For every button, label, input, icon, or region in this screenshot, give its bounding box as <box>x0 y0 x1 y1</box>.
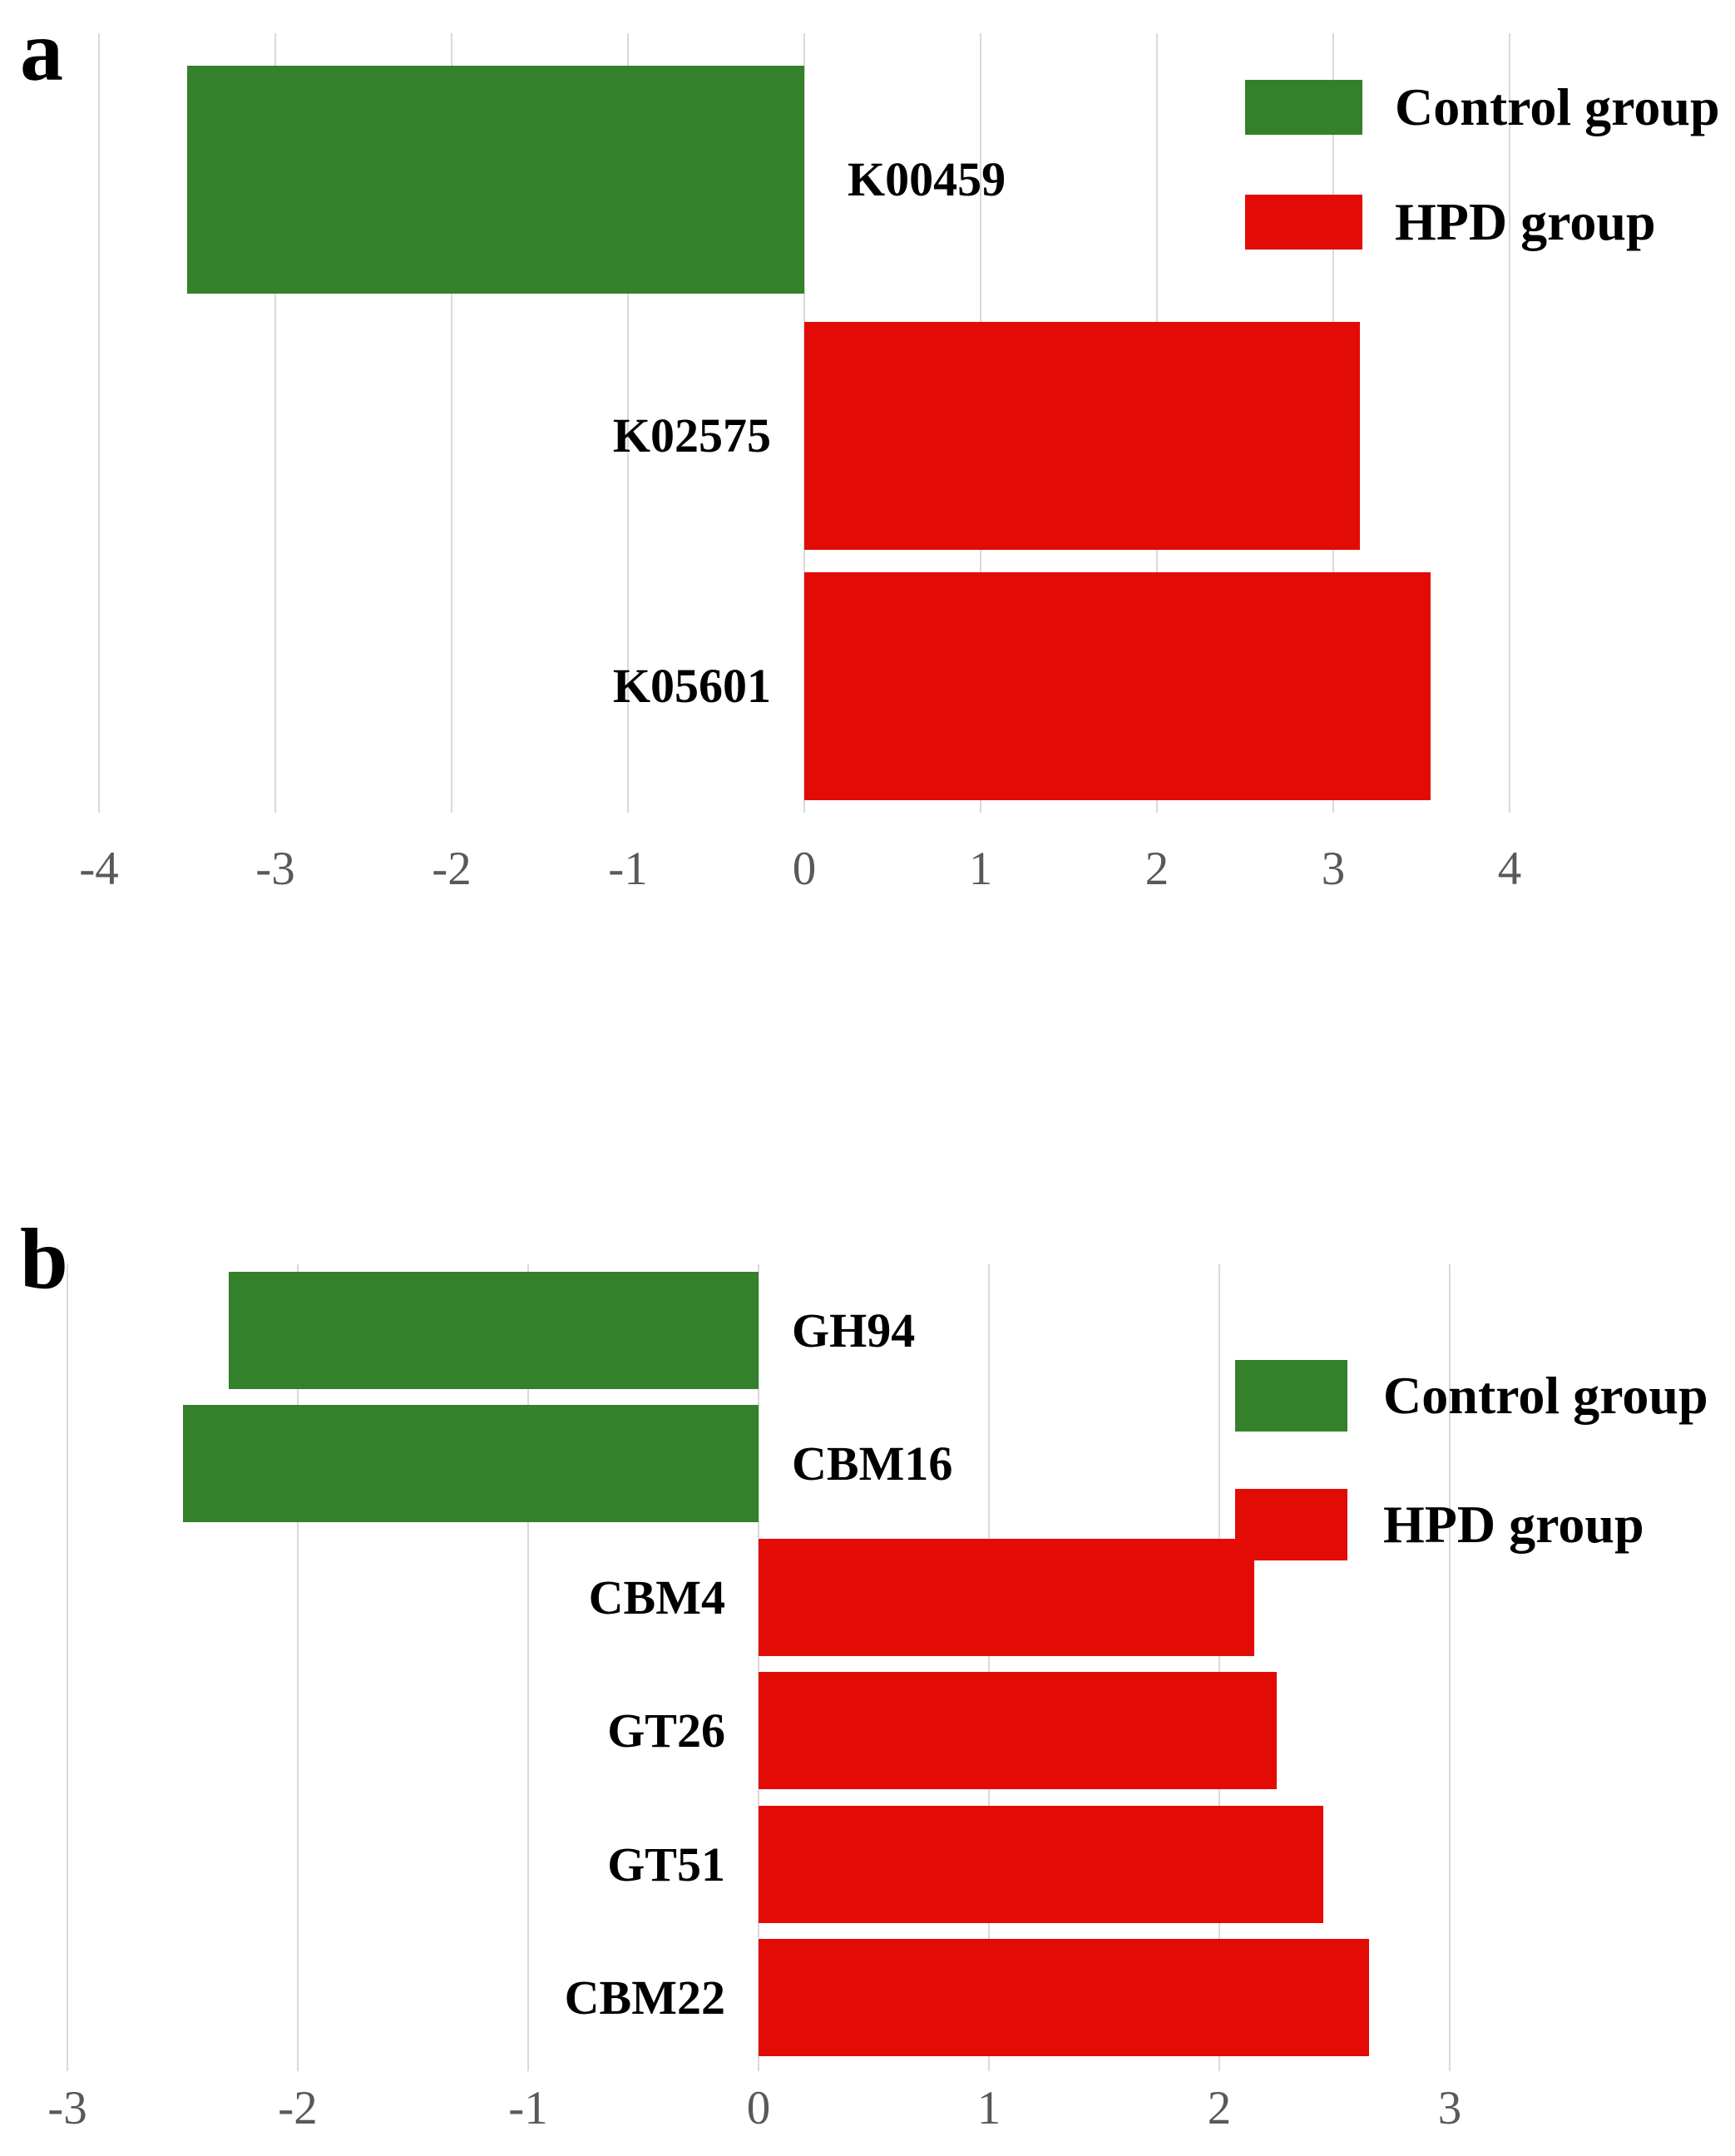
x-axis-tick-label: 0 <box>792 843 817 895</box>
bar-label-gt51: GT51 <box>607 1837 725 1891</box>
bar-k00459 <box>187 66 804 294</box>
x-axis-tick-label: 3 <box>1321 843 1346 895</box>
bar-label-cbm22: CBM22 <box>564 1970 725 2025</box>
bar-label-cbm4: CBM4 <box>588 1570 725 1624</box>
control-group-swatch-icon <box>1235 1360 1347 1432</box>
legend-item-hpd: HPD group <box>1235 1489 1708 1560</box>
x-axis-tick-label: 1 <box>968 843 993 895</box>
bar-label-cbm16: CBM16 <box>792 1436 953 1491</box>
legend-item-control: Control group <box>1235 1360 1708 1432</box>
panel-b-plot-area: GH94 CBM16 CBM4 GT26 GT51 CBM22 -3 -2 -1 0 1 2 3 <box>47 1264 1461 2134</box>
x-axis-tick-label: -1 <box>608 843 648 895</box>
hpd-group-swatch-icon <box>1245 195 1362 250</box>
gridline <box>1218 1264 1220 2071</box>
gridline <box>274 33 276 813</box>
panel-b-legend: Control group HPD group <box>1235 1360 1708 1618</box>
bar-label-k05601: K05601 <box>612 659 771 713</box>
control-group-legend-label: Control group <box>1383 1366 1708 1425</box>
bar-label-k02575: K02575 <box>612 408 771 462</box>
x-axis-tick-label: 3 <box>1437 2082 1462 2134</box>
x-axis-tick-label: -3 <box>47 2082 87 2134</box>
gridline <box>988 1264 990 2071</box>
gridline <box>297 1264 299 2071</box>
x-axis-tick-label: -3 <box>255 843 295 895</box>
x-axis-tick-label: 2 <box>1144 843 1169 895</box>
bar-gt51 <box>759 1806 1323 1923</box>
panel-a-plot-area: K00459 K02575 K05601 -4 -3 -2 -1 0 1 2 3 4 <box>79 33 1521 894</box>
bar-label-k00459: K00459 <box>848 152 1006 206</box>
bar-k02575 <box>804 322 1360 550</box>
bar-label-gh94: GH94 <box>792 1303 916 1357</box>
x-axis-tick-label: -4 <box>79 843 119 895</box>
legend-item-control: Control group <box>1245 77 1720 138</box>
bar-cbm22 <box>759 1939 1370 2056</box>
legend-item-hpd: HPD group <box>1245 191 1720 253</box>
x-axis-tick-label: 1 <box>976 2082 1001 2134</box>
x-axis-tick-label: -2 <box>432 843 472 895</box>
bar-k05601 <box>804 572 1431 800</box>
bar-cbm4 <box>759 1539 1254 1656</box>
hpd-group-legend-label: HPD group <box>1383 1495 1644 1554</box>
panel-b-letter: b <box>20 1211 68 1307</box>
bar-gt26 <box>759 1672 1278 1789</box>
gridline <box>98 33 100 813</box>
x-axis-tick-label: -1 <box>508 2082 548 2134</box>
gridline <box>758 1264 759 2071</box>
gridline <box>527 1264 529 2071</box>
bar-cbm16 <box>182 1405 759 1522</box>
control-group-legend-label: Control group <box>1395 77 1720 136</box>
bar-gh94 <box>228 1272 759 1389</box>
x-axis-tick-label: 2 <box>1207 2082 1232 2134</box>
gridline <box>67 1264 68 2071</box>
hpd-group-swatch-icon <box>1235 1489 1347 1560</box>
hpd-group-legend-label: HPD group <box>1395 192 1656 251</box>
gridline <box>451 33 452 813</box>
control-group-swatch-icon <box>1245 80 1362 135</box>
panel-a-legend: Control group HPD group <box>1245 77 1720 306</box>
panel-a-letter: a <box>20 3 63 99</box>
gridline <box>627 33 629 813</box>
gridline <box>1449 1264 1451 2071</box>
x-axis-tick-label: -2 <box>278 2082 318 2134</box>
x-axis-tick-label: 0 <box>746 2082 771 2134</box>
bar-label-gt26: GT26 <box>607 1703 725 1758</box>
x-axis-tick-label: 4 <box>1497 843 1522 895</box>
gridline <box>1509 33 1510 813</box>
